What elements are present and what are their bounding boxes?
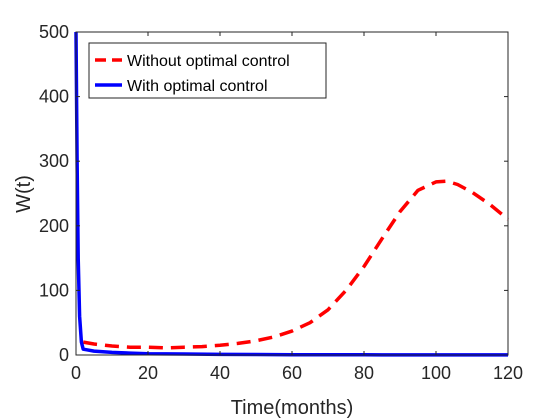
x-axis-label: Time(months) <box>231 397 354 419</box>
y-tick-label: 100 <box>39 280 69 300</box>
x-tick-label: 60 <box>282 363 302 383</box>
x-tick-label: 100 <box>421 363 451 383</box>
ticks-layer <box>75 31 509 356</box>
x-tick-label: 0 <box>71 363 81 383</box>
x-tick-label: 120 <box>493 363 523 383</box>
y-tick-label: 0 <box>59 345 69 365</box>
legend-label-with-control: With optimal control <box>127 78 268 95</box>
y-axis-label: W(t) <box>13 175 35 213</box>
x-tick-label: 40 <box>210 363 230 383</box>
y-tick-label: 500 <box>39 22 69 42</box>
series-line-without-control <box>82 179 510 350</box>
x-tick-label: 80 <box>354 363 374 383</box>
legend: Without optimal control With optimal con… <box>88 42 327 99</box>
legend-label-without-control: Without optimal control <box>127 53 290 70</box>
x-tick-label: 20 <box>138 363 158 383</box>
y-tick-label: 300 <box>39 151 69 171</box>
y-tick-label: 200 <box>39 216 69 236</box>
y-tick-label: 400 <box>39 87 69 107</box>
tick-labels-layer: 0 20 40 60 80 100 120 0 100 200 300 400 500 <box>39 22 523 383</box>
legend-box <box>88 42 327 99</box>
